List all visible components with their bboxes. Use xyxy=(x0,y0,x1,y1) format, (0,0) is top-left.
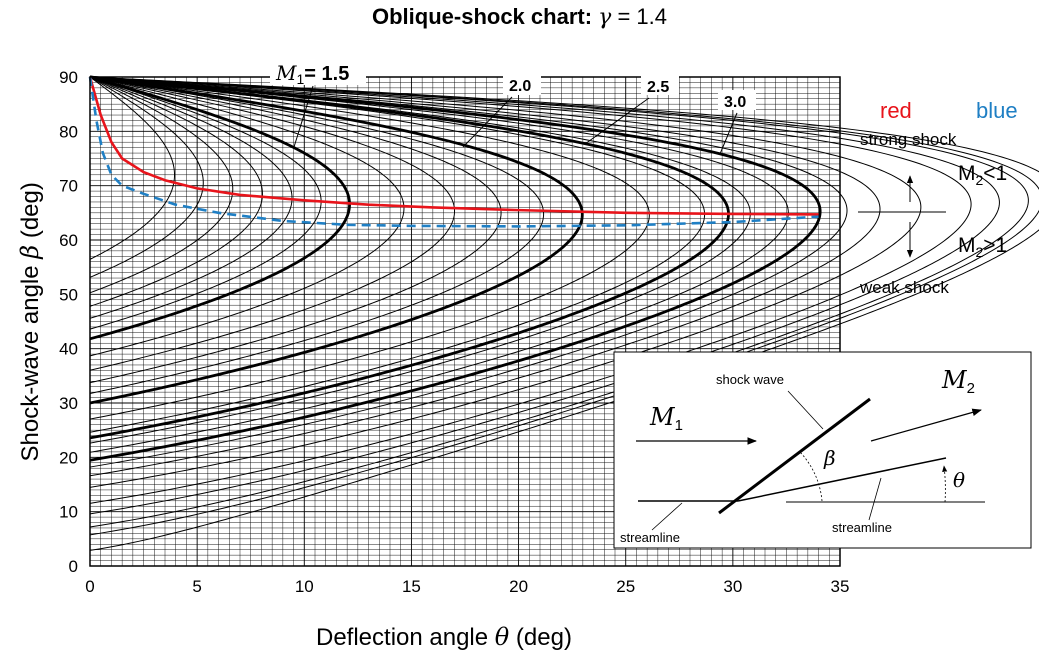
axis-ticks: 0 5 10 15 20 25 30 35 0 10 20 30 40 50 60 70 80 90 xyxy=(59,68,849,596)
inset-shock-wave-leader xyxy=(787,390,824,430)
inset-deflected-streamline xyxy=(737,457,947,502)
x-tick-label: 25 xyxy=(616,577,635,596)
sonic-and-max-deflection-lines xyxy=(88,76,819,228)
mach-curve xyxy=(89,76,972,504)
legend-weak-shock: weak shock xyxy=(859,278,949,297)
curve-label-m3: 3.0 xyxy=(724,94,746,111)
mach-curve xyxy=(89,76,293,319)
inset-m1-label: M1 xyxy=(649,403,683,434)
x-tick-label: 15 xyxy=(402,577,421,596)
y-tick-label: 70 xyxy=(59,177,78,196)
mach-curve xyxy=(89,76,176,260)
mach-curve xyxy=(89,76,848,468)
y-tick-label: 40 xyxy=(59,340,78,359)
inset-theta-arc xyxy=(942,465,948,503)
mach-curve xyxy=(89,76,322,330)
mach-curve xyxy=(89,76,456,371)
y-tick-label: 10 xyxy=(59,503,78,522)
legend-m2-supersonic: M2>1 xyxy=(958,234,1007,260)
y-tick-label: 60 xyxy=(59,231,78,250)
series-line-blue xyxy=(88,76,819,228)
y-tick-label: 20 xyxy=(59,448,78,467)
inset-theta-symbol: θ xyxy=(953,468,965,492)
mach-curve xyxy=(89,76,922,488)
inset-diagram: shock wave M1 M2 β θ streamline streamli… xyxy=(613,351,1032,549)
curve-label-m25: 2.5 xyxy=(647,79,669,96)
mach-curve-bold xyxy=(89,75,351,341)
y-tick-label: 0 xyxy=(69,557,78,576)
mach-curve xyxy=(89,76,545,394)
mach-curve xyxy=(89,76,1039,551)
x-tick-label: 10 xyxy=(295,577,314,596)
mach-curve xyxy=(89,76,881,477)
y-tick-label: 90 xyxy=(59,68,78,87)
legend-strong-shock: strong shock xyxy=(860,130,957,149)
mach-curve xyxy=(89,76,706,433)
x-tick-label: 5 xyxy=(192,577,201,596)
inset-streamline-right-label: streamline xyxy=(832,520,892,535)
x-tick-label: 35 xyxy=(831,577,850,596)
mach-curve xyxy=(89,76,789,453)
x-tick-label: 30 xyxy=(723,577,742,596)
curve-labels: M1= 1.5 2.0 2.5 3.0 xyxy=(270,61,756,155)
inset-beta-arc xyxy=(799,451,823,502)
mach-curve xyxy=(89,76,650,420)
mach-curve-bold xyxy=(89,75,822,462)
gamma-symbol: γ xyxy=(598,5,612,30)
inset-shock-wave-label: shock wave xyxy=(716,372,784,387)
y-tick-label: 50 xyxy=(59,285,78,304)
gamma-value: = 1.4 xyxy=(617,4,667,29)
mach-curve-bold xyxy=(89,75,730,440)
plot-frame xyxy=(89,76,841,567)
mach-curve xyxy=(89,76,751,444)
inset-streamline-left-leader xyxy=(651,502,683,531)
curve-label-m1: M1= 1.5 xyxy=(275,61,349,87)
x-tick-label: 20 xyxy=(509,577,528,596)
chart-title: Oblique-shock chart: γ = 1.4 xyxy=(372,4,667,30)
y-tick-label: 30 xyxy=(59,394,78,413)
mach-curve xyxy=(89,76,1000,515)
series-line-red xyxy=(88,76,819,216)
mach-curve-bold xyxy=(89,75,584,405)
curve-label-m2: 2.0 xyxy=(509,78,531,95)
inset-m2-label: M2 xyxy=(941,366,975,397)
y-tick-label: 80 xyxy=(59,122,78,141)
mach-curve xyxy=(89,76,502,384)
mach-curve xyxy=(89,76,1039,536)
legend-m2-subsonic: M2<1 xyxy=(958,162,1007,188)
mach-curves xyxy=(89,75,1039,551)
inset-m2-arrow xyxy=(870,408,982,442)
mach-curve xyxy=(89,76,405,357)
inset-frame xyxy=(613,351,1032,549)
x-axis-label: Deflection angle θ (deg) xyxy=(316,623,572,651)
mach-curve xyxy=(89,76,263,307)
mach-curve xyxy=(89,76,204,278)
inset-streamline-right-leader xyxy=(868,477,882,521)
legend-red-word: red xyxy=(880,98,912,123)
y-axis-label: Shock-wave angle β (deg) xyxy=(16,182,44,462)
mach-curve xyxy=(89,76,1029,528)
mach-curve xyxy=(89,76,234,294)
x-tick-label: 0 xyxy=(85,577,94,596)
legend-blue-word: blue xyxy=(976,98,1018,123)
legend: red blue strong shock M2<1 M2>1 weak sho… xyxy=(858,98,1018,297)
inset-beta-symbol: β xyxy=(823,446,836,470)
inset-streamline-left-label: streamline xyxy=(620,530,680,545)
inset-shock-wave xyxy=(718,397,871,515)
